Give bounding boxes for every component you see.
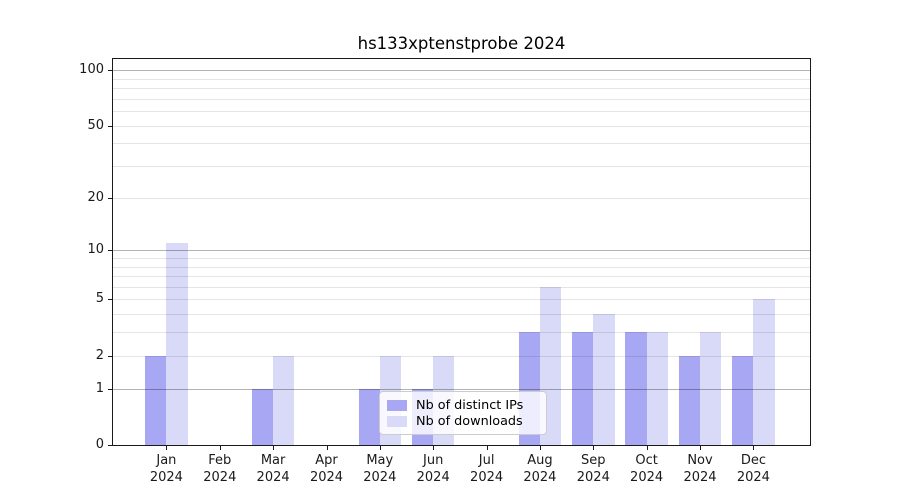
x-tick-label-jul: Jul 2024: [470, 453, 504, 485]
y-tick-label-5: 5: [95, 291, 104, 307]
gridline-2: [113, 355, 810, 357]
x-tick-mark-mar: [273, 446, 275, 450]
bar-nb-of-distinct-ips-may: [358, 388, 380, 445]
y-tick-mark-50: [108, 125, 113, 127]
y-tick-mark-0: [108, 445, 113, 446]
gridline-60: [113, 111, 810, 112]
bar-nb-of-downloads-mar: [273, 355, 295, 445]
chart-title: hs133xptenstprobe 2024: [357, 34, 566, 53]
bar-nb-of-downloads-oct: [646, 332, 668, 445]
bar-nb-of-distinct-ips-oct: [625, 332, 647, 445]
gridline-7: [113, 276, 810, 277]
gridline-20: [113, 197, 810, 199]
x-tick-mark-may: [379, 446, 381, 450]
x-tick-mark-jul: [486, 446, 488, 450]
gridline-80: [113, 87, 810, 89]
bar-nb-of-downloads-sep: [593, 314, 615, 445]
gridline-6: [113, 286, 810, 288]
y-tick-mark-2: [108, 355, 113, 357]
gridline-10: [113, 250, 810, 252]
gridline-100: [113, 70, 810, 71]
y-tick-mark-1: [108, 388, 113, 390]
plot-area: [113, 59, 810, 445]
gridline-8: [113, 266, 810, 268]
x-tick-mark-aug: [539, 446, 541, 450]
x-tick-label-oct: Oct 2024: [630, 453, 664, 485]
bar-nb-of-downloads-nov: [700, 332, 722, 445]
legend-item: Nb of distinct IPs: [387, 397, 539, 413]
gridline-40: [113, 143, 810, 145]
x-tick-mark-nov: [700, 446, 701, 450]
x-tick-mark-feb: [219, 446, 221, 450]
x-tick-label-jan: Jan 2024: [149, 453, 183, 485]
gridline-1: [113, 388, 810, 390]
x-tick-mark-jan: [166, 446, 168, 450]
legend-label: Nb of distinct IPs: [416, 397, 524, 413]
x-tick-mark-apr: [326, 446, 328, 450]
y-tick-label-0: 0: [95, 437, 104, 452]
bar-nb-of-distinct-ips-nov: [678, 355, 700, 445]
legend-swatch: [387, 415, 407, 427]
legend: Nb of distinct IPs Nb of downloads: [379, 391, 547, 435]
gridline-4: [113, 314, 810, 316]
legend-label: Nb of downloads: [416, 413, 523, 429]
bar-nb-of-downloads-dec: [753, 299, 775, 445]
bar-nb-of-distinct-ips-dec: [732, 355, 754, 445]
y-tick-label-50: 50: [87, 117, 104, 133]
y-tick-label-100: 100: [79, 62, 104, 77]
legend-swatch: [387, 399, 407, 411]
y-tick-label-10: 10: [87, 242, 104, 258]
x-tick-label-nov: Nov 2024: [683, 453, 717, 485]
legend-item: Nb of downloads: [387, 413, 539, 429]
x-tick-mark-dec: [753, 446, 755, 450]
bar-nb-of-distinct-ips-jan: [145, 355, 167, 445]
bar-nb-of-distinct-ips-sep: [571, 332, 594, 445]
y-tick-label-1: 1: [95, 380, 104, 396]
x-tick-label-aug: Aug 2024: [523, 453, 557, 485]
gridline-3: [113, 332, 810, 334]
y-tick-mark-10: [108, 250, 113, 252]
gridline-5: [113, 299, 810, 301]
gridline-9: [113, 257, 810, 259]
x-tick-label-may: May 2024: [363, 453, 397, 485]
x-tick-mark-jun: [433, 446, 435, 450]
x-tick-label-feb: Feb 2024: [203, 453, 237, 485]
gridline-70: [113, 98, 810, 100]
x-tick-mark-oct: [646, 446, 648, 450]
x-tick-label-dec: Dec 2024: [736, 453, 770, 485]
gridline-30: [113, 166, 810, 167]
x-tick-label-apr: Apr 2024: [309, 453, 344, 485]
gridline-90: [113, 78, 810, 80]
x-tick-label-jun: Jun 2024: [416, 453, 450, 485]
x-tick-label-sep: Sep 2024: [576, 453, 610, 485]
y-tick-label-20: 20: [87, 189, 104, 205]
bar-nb-of-distinct-ips-mar: [251, 388, 274, 445]
y-tick-label-2: 2: [95, 347, 104, 363]
x-tick-label-mar: Mar 2024: [256, 453, 290, 485]
y-tick-mark-5: [108, 299, 113, 301]
y-tick-mark-20: [108, 197, 113, 199]
bar-nb-of-downloads-jan: [166, 243, 188, 445]
gridline-50: [113, 125, 810, 127]
x-tick-mark-sep: [593, 446, 595, 450]
y-tick-mark-100: [108, 70, 113, 71]
